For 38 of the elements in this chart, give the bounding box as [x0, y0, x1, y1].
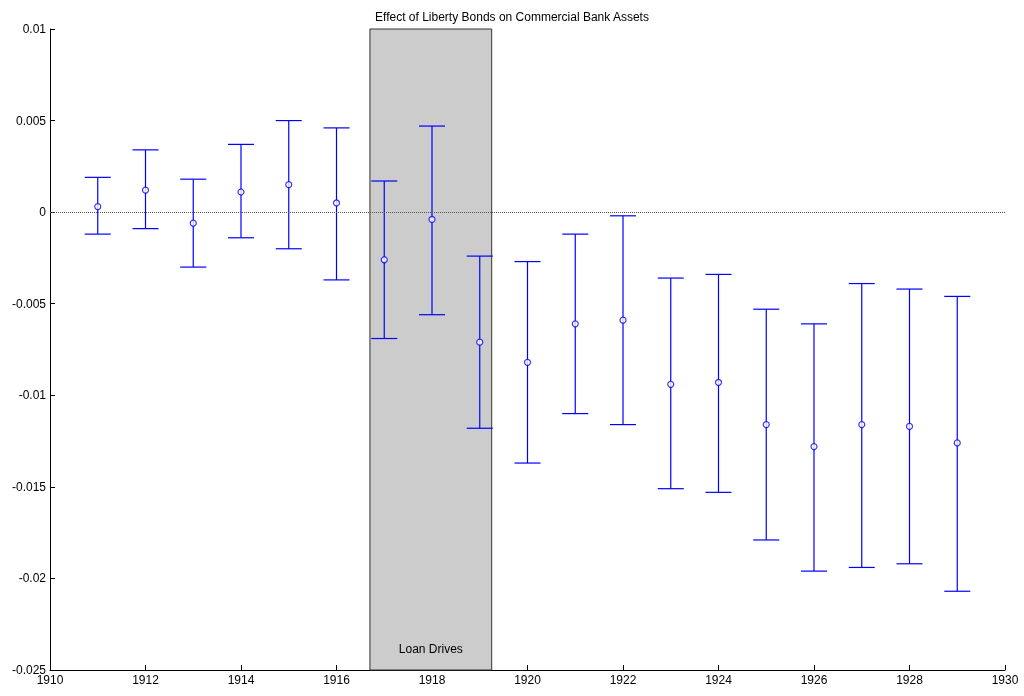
- point: [953, 439, 961, 447]
- point: [810, 442, 818, 451]
- y-tick-label: 0.01: [22, 22, 47, 36]
- point: [476, 338, 484, 346]
- point: [571, 320, 579, 328]
- point: [858, 420, 866, 429]
- x-tick-label: 1914: [227, 673, 255, 687]
- y-tick-label: -0.015: [11, 479, 47, 494]
- point: [667, 380, 675, 388]
- point: [428, 215, 436, 224]
- x-tick-label: 1924: [705, 673, 733, 687]
- y-tick-label: -0.01: [18, 388, 47, 403]
- x-tick-label: 1916: [323, 673, 351, 687]
- y-tick-label: 0.005: [15, 113, 47, 128]
- x-tick-label: 1926: [800, 673, 828, 687]
- point: [141, 186, 150, 194]
- chart-title: Effect of Liberty Bonds on Commercial Bank Assets: [375, 10, 649, 24]
- x-tick-label: 1912: [132, 673, 160, 687]
- y-tick-label: -0.005: [11, 296, 47, 311]
- point: [189, 219, 197, 227]
- point: [762, 420, 770, 429]
- point: [905, 422, 914, 431]
- x-tick-label: 1918: [418, 673, 446, 687]
- x-tick-label: 1930: [991, 673, 1019, 687]
- point: [619, 316, 627, 324]
- point: [523, 358, 532, 366]
- point: [94, 203, 102, 211]
- band-label: Loan Drives: [398, 641, 463, 656]
- point: [332, 199, 341, 207]
- y-tick-label: -0.02: [18, 571, 47, 586]
- x-tick-label: 1922: [609, 673, 637, 687]
- point: [237, 188, 245, 196]
- x-tick-label: 1928: [896, 673, 924, 687]
- y-tick-label: 0: [39, 205, 47, 220]
- point: [380, 256, 388, 264]
- point: [285, 181, 293, 189]
- point: [714, 378, 723, 387]
- x-tick-label: 1920: [514, 673, 542, 687]
